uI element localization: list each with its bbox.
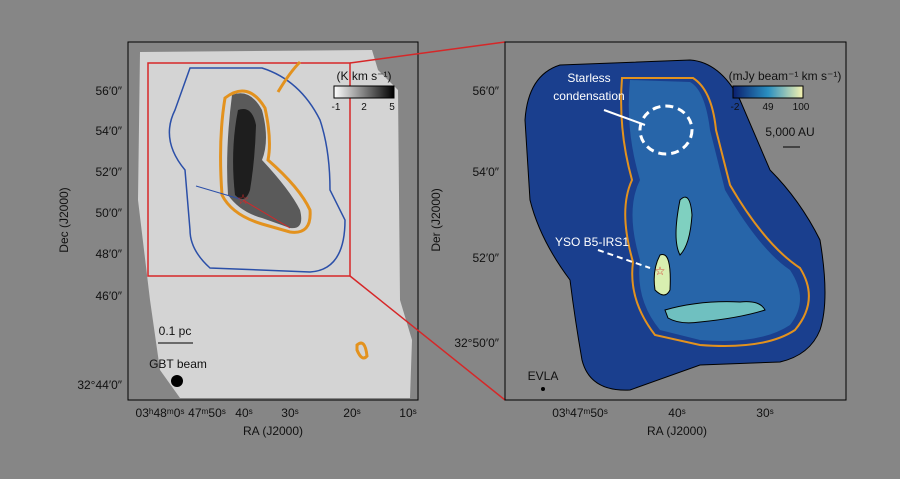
y-tick-label: 54′0″ [472,165,499,179]
starless-circle [638,104,694,156]
beam-label: EVLA [528,369,559,383]
colorbar-tick: -2 [731,102,740,113]
annotation-line: Starless [567,71,610,85]
y-tick-label: 52′0″ [472,251,499,265]
star-marker: ☆ [655,264,666,278]
beam [171,375,183,387]
contour [276,60,302,93]
x-tick-label: 40ˢ [235,406,252,420]
arrow [195,185,241,200]
colorbar [732,85,804,99]
contour [219,89,312,234]
colorbar-tick: 49 [762,102,774,113]
beam-label: GBT beam [149,357,207,371]
y-tick-label: 48′0″ [95,247,122,261]
x-axis-label: RA (J2000) [243,424,303,438]
colorbar [333,85,395,99]
scale-label: 5,000 AU [765,125,814,139]
y-axis-label: Der (J2000) [429,188,443,251]
colorbar-title: (mJy beam⁻¹ km s⁻¹) [729,69,842,83]
left-panel: ☆ (K km s⁻¹) -1 2 5 0.1 pc GBT beam 56′0… [57,41,419,438]
pointer [603,109,646,126]
emission-peak [653,253,671,296]
x-tick-label: 03ʰ47ᵐ50ˢ [552,406,608,420]
zoom-connector [349,41,506,64]
scale-label: 0.1 pc [159,324,192,338]
emission-core [233,109,256,199]
x-tick-label: 20ˢ [343,406,360,420]
y-tick-label: 56′0″ [95,84,122,98]
annotation: Starless condensation [553,71,624,103]
y-tick-label: 32°44′0″ [77,378,122,392]
right-panel: ☆ Starless condensation YSO B5-IRS1 (mJy … [429,41,847,438]
y-tick-label: 46′0″ [95,289,122,303]
colorbar-tick: -1 [332,102,341,113]
x-tick-label: 47ᵐ50ˢ [188,406,226,420]
contour [355,341,369,360]
y-tick-label: 52′0″ [95,165,122,179]
y-tick-label: 32°50′0″ [454,336,499,350]
colorbar-tick: 5 [389,102,395,113]
x-tick-label: 03ʰ48ᵐ0ˢ [136,406,185,420]
emission [628,80,800,341]
evla-footprint [168,67,346,273]
yso-label: YSO B5-IRS1 [555,235,629,249]
x-tick-label: 10ˢ [399,406,416,420]
x-tick-label: 40ˢ [668,406,685,420]
colorbar-tick: 100 [793,102,810,113]
y-tick-label: 54′0″ [95,124,122,138]
zoom-connector [349,275,506,401]
contour [620,77,810,347]
star-marker: ☆ [237,191,250,207]
y-axis-label: Dec (J2000) [57,187,71,252]
x-tick-label: 30ˢ [756,406,773,420]
emission-peak [664,301,766,324]
beam [541,387,545,391]
x-tick-label: 30ˢ [281,406,298,420]
pointer [597,249,651,269]
y-tick-label: 56′0″ [472,84,499,98]
colorbar-tick: 2 [361,102,367,113]
annotation-line: condensation [553,89,624,103]
zoom-box [147,62,351,277]
x-axis-label: RA (J2000) [647,424,707,438]
colorbar-title: (K km s⁻¹) [337,69,392,83]
emission-peak [675,196,693,256]
y-tick-label: 50′0″ [95,206,122,220]
map-field [138,50,412,398]
arrow [242,199,291,229]
